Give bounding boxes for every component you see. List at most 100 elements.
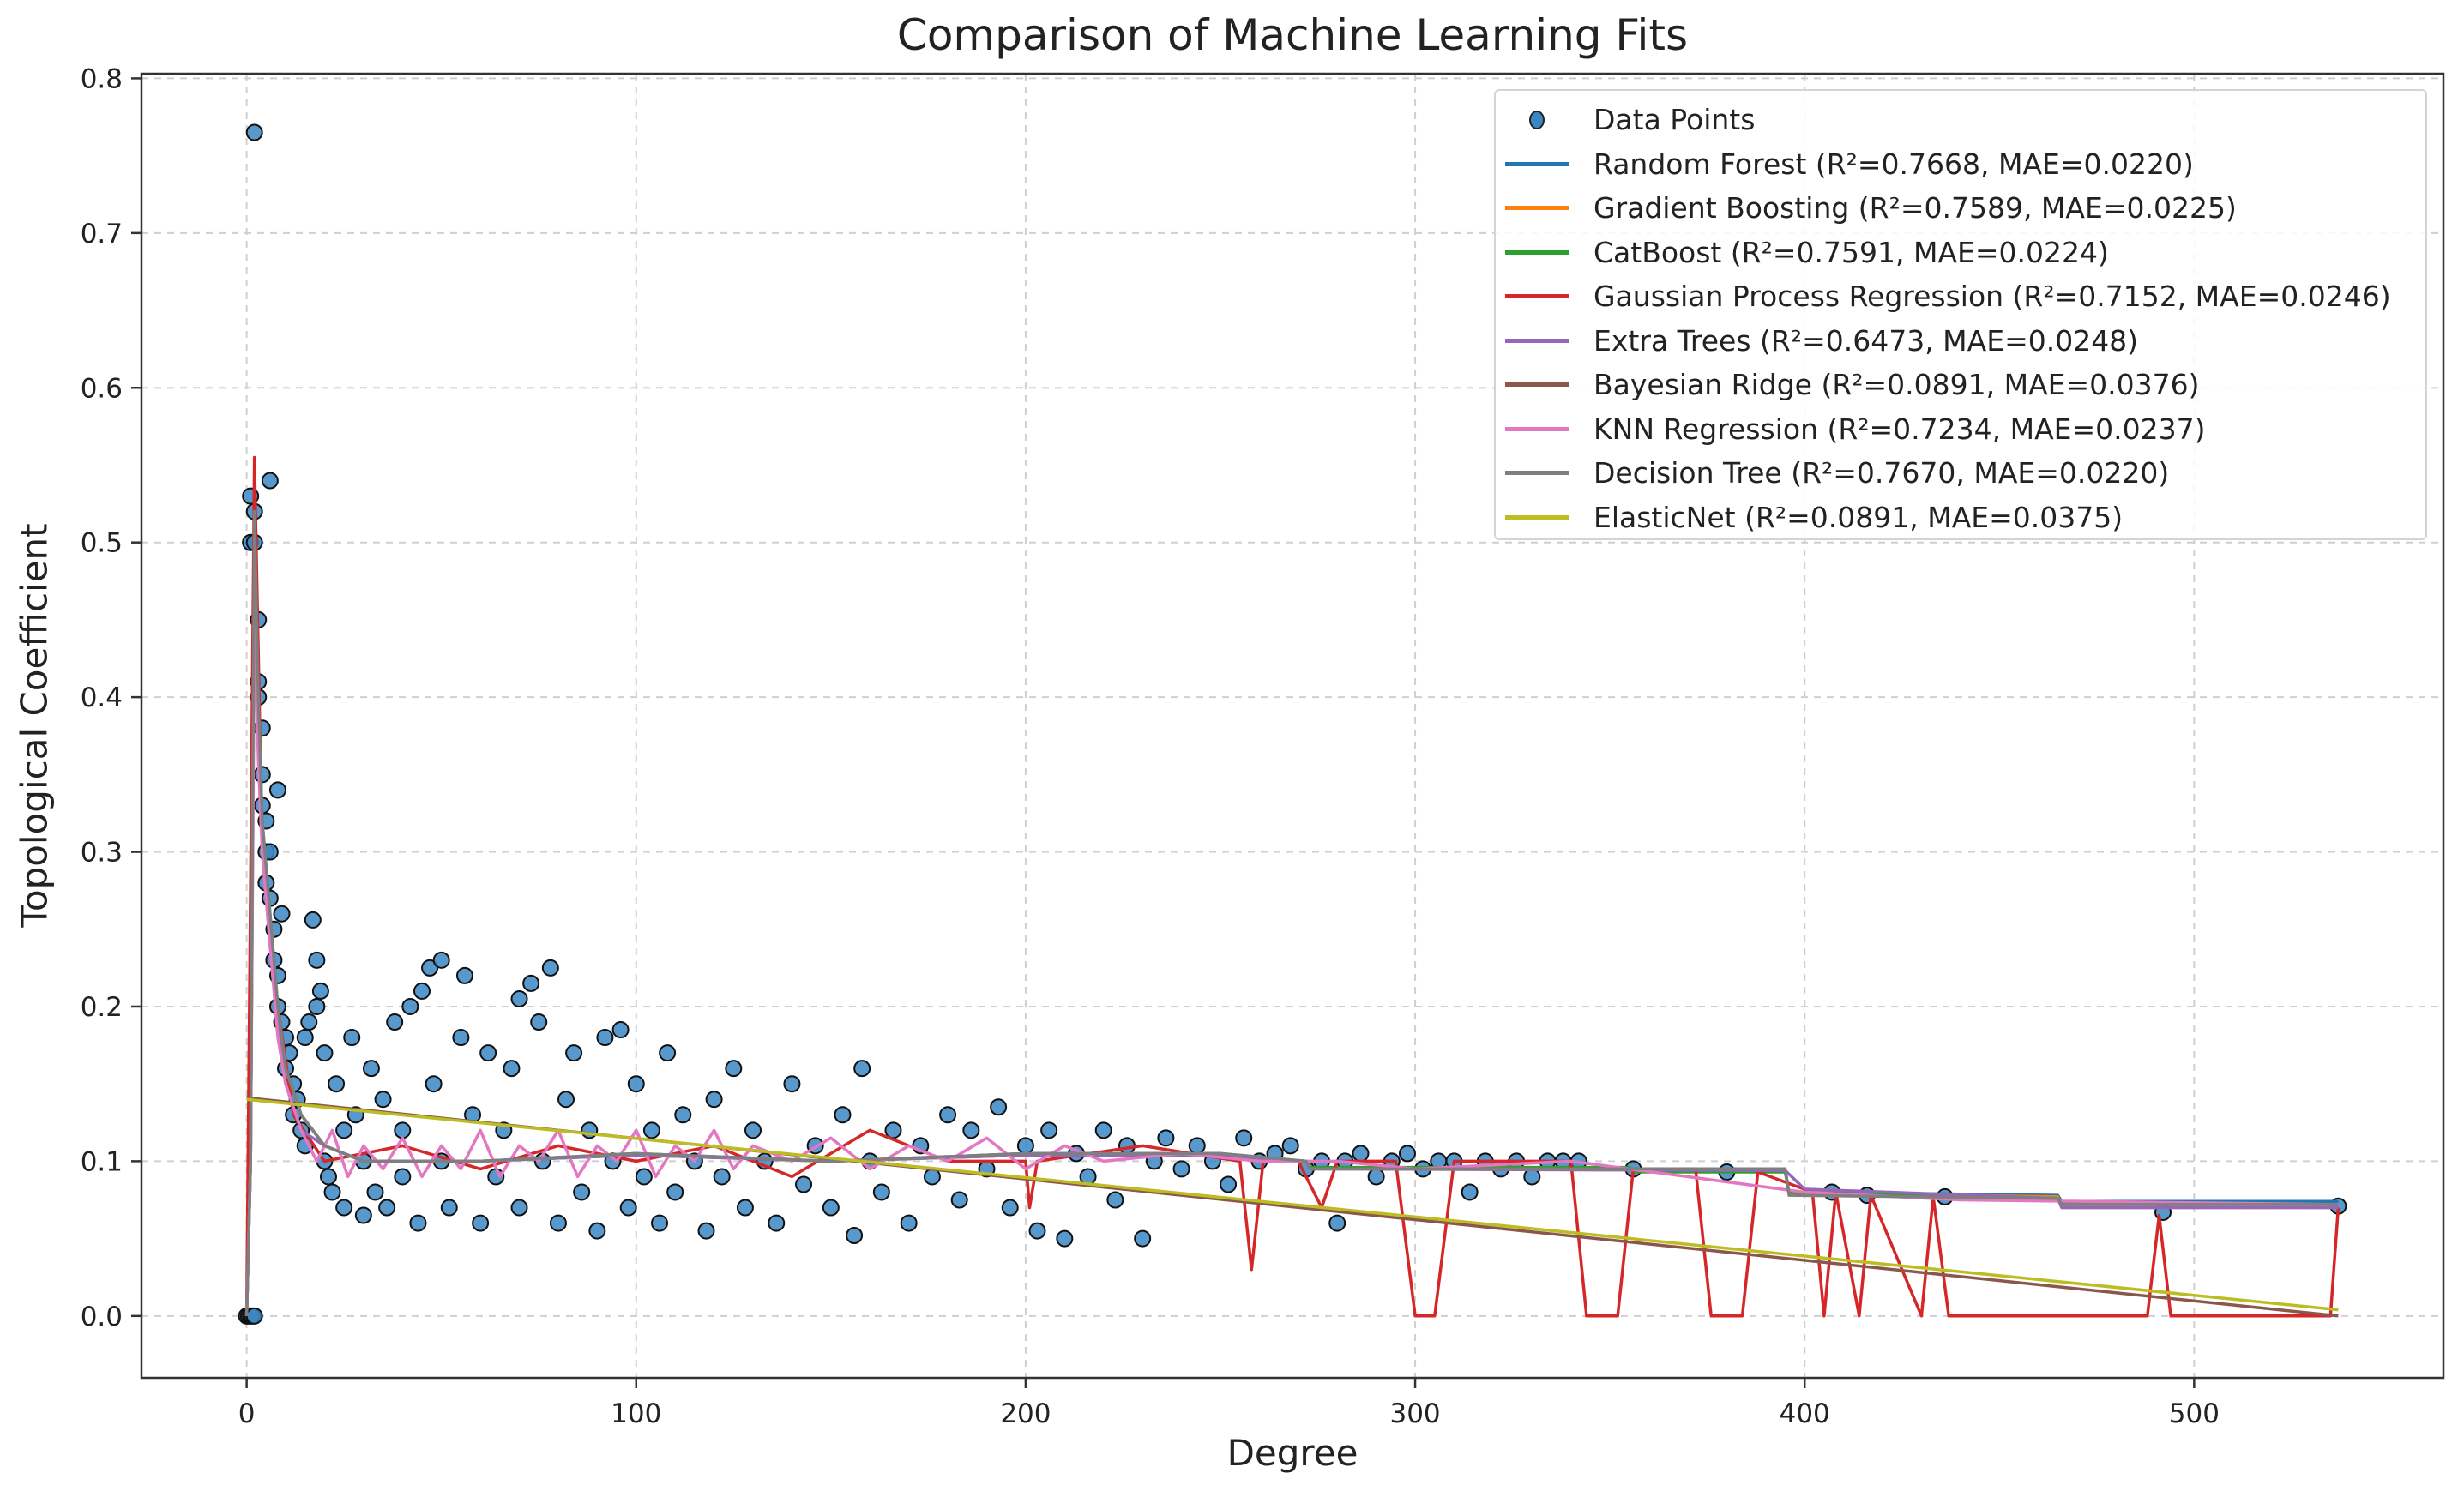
data-point xyxy=(394,1168,412,1186)
data-point xyxy=(308,997,326,1015)
legend-line-icon xyxy=(1505,471,1569,476)
data-point xyxy=(316,1044,334,1062)
data-point xyxy=(335,1199,353,1217)
data-point xyxy=(432,951,450,969)
data-point xyxy=(783,1075,801,1093)
data-point xyxy=(744,1121,762,1139)
data-point xyxy=(1188,1137,1206,1155)
data-point xyxy=(1134,1229,1152,1248)
x-tick-label: 0 xyxy=(238,1398,256,1429)
y-tick-label: 0.4 xyxy=(81,682,123,713)
data-point xyxy=(378,1199,396,1217)
data-point xyxy=(635,1168,653,1186)
data-point xyxy=(990,1098,1008,1116)
data-point xyxy=(768,1214,786,1232)
data-point xyxy=(366,1183,384,1201)
x-tick-label: 500 xyxy=(2169,1398,2220,1429)
data-point xyxy=(413,982,431,1000)
data-point xyxy=(1281,1137,1299,1155)
data-point xyxy=(409,1214,427,1232)
legend: Data Points Random Forest (R²=0.7668, MA… xyxy=(1494,89,2427,540)
data-point xyxy=(736,1199,754,1217)
data-point xyxy=(588,1222,606,1240)
data-point xyxy=(1001,1199,1019,1217)
data-point xyxy=(557,1091,575,1109)
data-point xyxy=(452,1029,470,1047)
legend-label: Gradient Boosting (R²=0.7589, MAE=0.0225… xyxy=(1593,191,2237,225)
data-point xyxy=(308,951,326,969)
data-point xyxy=(304,911,322,929)
data-point xyxy=(522,974,540,992)
data-point xyxy=(268,781,286,799)
legend-item-extra-trees: Extra Trees (R²=0.6473, MAE=0.0248) xyxy=(1496,319,2425,364)
data-point xyxy=(596,1029,614,1047)
data-point xyxy=(472,1214,490,1232)
y-axis-label: Topological Coefficient xyxy=(13,523,56,928)
data-point xyxy=(1056,1229,1074,1248)
legend-label: Extra Trees (R²=0.6473, MAE=0.0248) xyxy=(1593,323,2139,358)
legend-line-icon xyxy=(1505,382,1569,388)
data-point xyxy=(627,1075,645,1093)
data-point xyxy=(651,1214,669,1232)
legend-label: KNN Regression (R²=0.7234, MAE=0.0237) xyxy=(1593,412,2206,446)
legend-line-icon xyxy=(1505,426,1569,431)
legend-line-icon xyxy=(1505,294,1569,299)
data-point xyxy=(354,1206,372,1224)
y-tick-label: 0.1 xyxy=(81,1146,123,1177)
data-point xyxy=(328,1075,346,1093)
data-point xyxy=(619,1199,637,1217)
data-point xyxy=(1040,1121,1058,1139)
y-tick-label: 0.3 xyxy=(81,838,123,869)
data-point xyxy=(401,997,419,1015)
legend-item-gaussian-process-regression: Gaussian Process Regression (R²=0.7152, … xyxy=(1496,274,2425,319)
data-point xyxy=(1157,1129,1175,1147)
data-point xyxy=(1398,1145,1416,1163)
data-point xyxy=(705,1091,723,1109)
data-point xyxy=(884,1121,902,1139)
y-tick-label: 0.6 xyxy=(81,373,123,404)
data-point xyxy=(273,905,291,923)
data-point xyxy=(530,1013,548,1031)
y-tick-label: 0.5 xyxy=(81,528,123,559)
data-point xyxy=(296,1029,314,1047)
legend-line-icon xyxy=(1505,161,1569,166)
data-point xyxy=(611,1021,630,1039)
data-point xyxy=(1220,1175,1238,1193)
y-tick-label: 0.7 xyxy=(81,219,123,250)
legend-label: Random Forest (R²=0.7668, MAE=0.0220) xyxy=(1593,147,2194,181)
series-line-decision-tree xyxy=(244,509,2339,1316)
legend-label: Gaussian Process Regression (R²=0.7152, … xyxy=(1593,280,2391,314)
legend-line-icon xyxy=(1505,206,1569,211)
data-point xyxy=(261,472,279,490)
series-line-elasticnet xyxy=(246,1097,2339,1312)
data-point xyxy=(510,1199,528,1217)
data-point xyxy=(900,1214,918,1232)
legend-item-data-points: Data Points xyxy=(1496,98,2425,142)
data-point xyxy=(659,1044,677,1062)
data-point xyxy=(1235,1129,1253,1147)
legend-item-knn-regression: KNN Regression (R²=0.7234, MAE=0.0237) xyxy=(1496,407,2425,452)
y-tick-label: 0.8 xyxy=(81,63,123,94)
data-point xyxy=(853,1060,871,1078)
x-tick-label: 400 xyxy=(1780,1398,1830,1429)
data-point xyxy=(311,982,329,1000)
data-point xyxy=(573,1183,591,1201)
chart-title: Comparison of Machine Learning Fits xyxy=(896,10,1689,60)
y-tick-label: 0.0 xyxy=(81,1302,123,1332)
data-point xyxy=(541,959,559,977)
data-point xyxy=(1106,1191,1124,1209)
data-marks xyxy=(238,123,2347,1325)
data-point xyxy=(386,1013,404,1031)
legend-item-decision-tree: Decision Tree (R²=0.7670, MAE=0.0220) xyxy=(1496,451,2425,496)
legend-item-bayesian-ridge: Bayesian Ridge (R²=0.0891, MAE=0.0376) xyxy=(1496,363,2425,407)
x-tick-label: 300 xyxy=(1389,1398,1440,1429)
data-point xyxy=(950,1191,968,1209)
data-point xyxy=(335,1121,353,1139)
data-point xyxy=(1328,1214,1346,1232)
y-tick-label: 0.2 xyxy=(81,992,123,1023)
legend-item-random-forest: Random Forest (R²=0.7668, MAE=0.0220) xyxy=(1496,142,2425,187)
series-line-knn-regression xyxy=(244,618,2339,1316)
data-point xyxy=(822,1199,840,1217)
data-point xyxy=(245,123,263,141)
